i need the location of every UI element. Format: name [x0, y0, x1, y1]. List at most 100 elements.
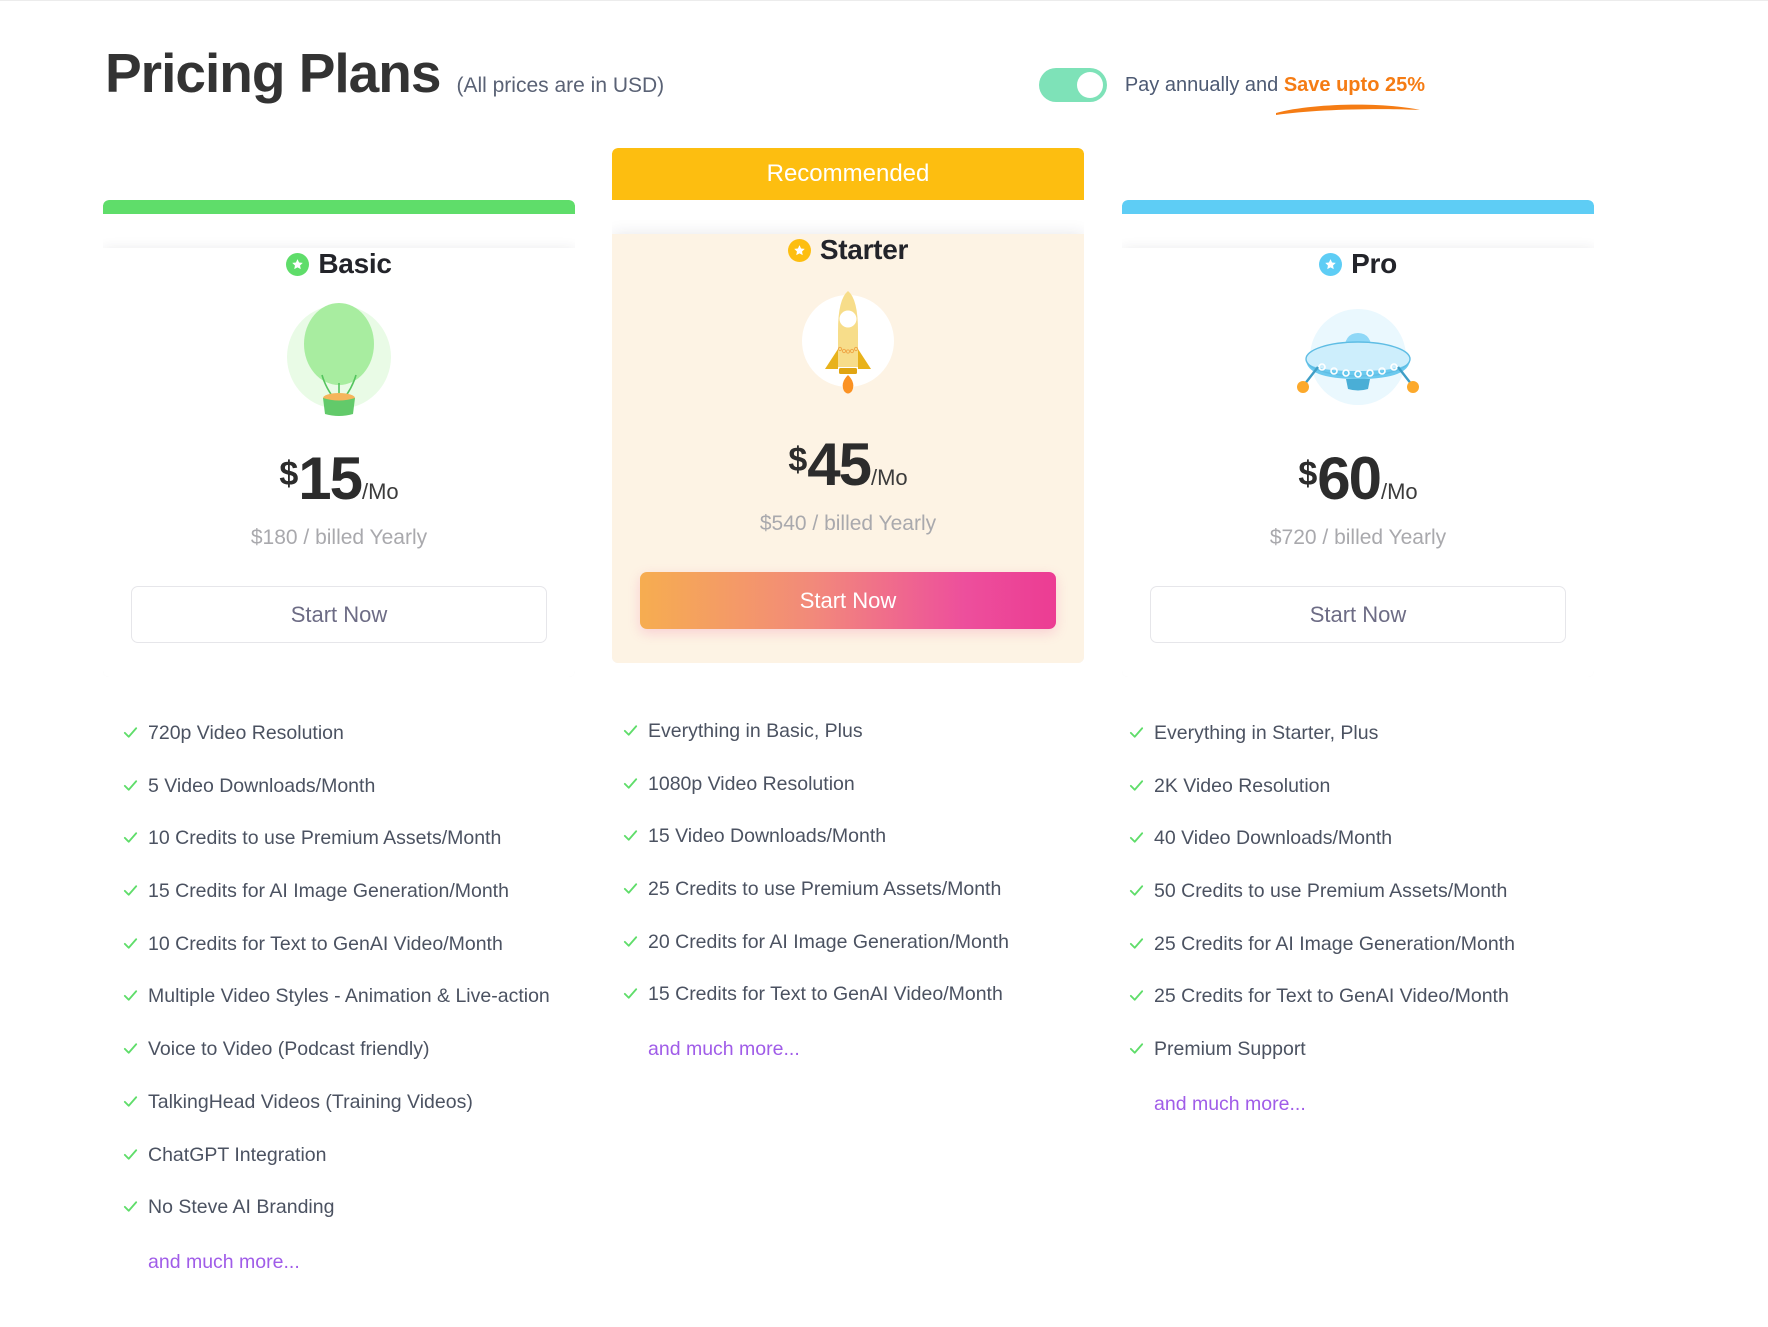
- feature-item: 5 Video Downloads/Month: [122, 773, 567, 801]
- feature-item: Everything in Basic, Plus: [622, 718, 1067, 746]
- underline-swoosh-icon: [1275, 104, 1420, 115]
- feature-item: Premium Support: [1128, 1036, 1573, 1064]
- feature-item: 15 Credits for Text to GenAI Video/Month: [622, 981, 1067, 1009]
- check-icon: [1128, 829, 1145, 846]
- plan-name: Basic: [318, 248, 392, 279]
- feature-label: Multiple Video Styles - Animation & Live…: [148, 985, 550, 1008]
- feature-label: 25 Credits to use Premium Assets/Month: [648, 878, 1002, 901]
- feature-item: 2K Video Resolution: [1128, 773, 1573, 801]
- card-body: Starter: [612, 234, 1084, 663]
- check-icon: [122, 1198, 139, 1215]
- feature-item: 1080p Video Resolution: [622, 771, 1067, 799]
- price-currency: $: [1298, 455, 1318, 493]
- feature-label: 720p Video Resolution: [148, 722, 344, 744]
- billing-label: Pay annually and Save upto 25%: [1124, 73, 1425, 115]
- price-amount: 60: [1317, 445, 1382, 512]
- check-icon: [622, 775, 639, 792]
- feature-label: 25 Credits for Text to GenAI Video/Month: [1154, 985, 1509, 1008]
- feature-item: 10 Credits for Text to GenAI Video/Month: [122, 931, 567, 959]
- check-icon: [122, 1040, 139, 1057]
- plan-name-row: Pro: [1150, 248, 1566, 280]
- plan-card-basic[interactable]: Basic $ 15 /Mo: [103, 200, 575, 677]
- card-body: Basic $ 15 /Mo: [103, 248, 575, 677]
- feature-label: 10 Credits to use Premium Assets/Month: [148, 827, 502, 850]
- check-icon: [622, 722, 639, 739]
- feature-item: 25 Credits for Text to GenAI Video/Month: [1128, 983, 1573, 1011]
- price-amount: 15: [298, 445, 363, 512]
- feature-item: TalkingHead Videos (Training Videos): [122, 1089, 567, 1117]
- feature-list-starter: Everything in Basic, Plus 1080p Video Res…: [622, 718, 1067, 1061]
- price-period: /Mo: [1380, 479, 1418, 504]
- and-much-more-link[interactable]: and much more...: [648, 1038, 800, 1061]
- feature-item: 50 Credits to use Premium Assets/Month: [1128, 878, 1573, 906]
- top-divider: [0, 0, 1768, 1]
- plan-card-starter[interactable]: Recommended Starter: [612, 148, 1084, 663]
- feature-item: 40 Video Downloads/Month: [1128, 825, 1573, 853]
- check-icon: [122, 987, 139, 1004]
- and-much-more-link[interactable]: and much more...: [1154, 1092, 1306, 1115]
- start-now-button[interactable]: Start Now: [1150, 586, 1566, 643]
- star-badge-icon: [1319, 252, 1343, 276]
- feature-item: Multiple Video Styles - Animation & Live…: [122, 983, 567, 1011]
- page-title-note: (All prices are in USD): [456, 74, 665, 97]
- toggle-knob: [1076, 72, 1103, 98]
- feature-label: 15 Credits for Text to GenAI Video/Month: [648, 983, 1003, 1006]
- start-now-button[interactable]: Start Now: [131, 586, 547, 643]
- feature-item: 15 Credits for AI Image Generation/Month: [122, 878, 567, 906]
- price-period: /Mo: [870, 465, 908, 490]
- card-accent-bar: [1122, 200, 1594, 214]
- feature-item: Voice to Video (Podcast friendly): [122, 1036, 567, 1064]
- price-period: /Mo: [361, 479, 399, 504]
- price-row: $ 15 /Mo: [131, 444, 547, 513]
- check-icon: [122, 777, 139, 794]
- feature-label: Everything in Starter, Plus: [1154, 722, 1379, 744]
- check-icon: [1128, 882, 1145, 899]
- feature-label: Premium Support: [1154, 1038, 1306, 1061]
- feature-item: ChatGPT Integration: [122, 1142, 567, 1170]
- check-icon: [1128, 777, 1145, 794]
- feature-label: 20 Credits for AI Image Generation/Month: [648, 930, 1009, 953]
- price-row: $ 45 /Mo: [640, 430, 1056, 499]
- ufo-illustration: [1150, 296, 1566, 426]
- price-row: $ 60 /Mo: [1150, 444, 1566, 513]
- star-badge-icon: [787, 238, 811, 262]
- billing-toggle-group: Pay annually and Save upto 25%: [1038, 68, 1425, 115]
- page-title: Pricing Plans: [105, 42, 441, 104]
- check-icon: [122, 1146, 139, 1163]
- feature-label: 40 Video Downloads/Month: [1154, 827, 1393, 850]
- feature-label: No Steve AI Branding: [148, 1196, 335, 1219]
- feature-label: Everything in Basic, Plus: [648, 720, 863, 742]
- check-icon: [622, 880, 639, 897]
- check-icon: [122, 935, 139, 952]
- billed-yearly-text: $720 / billed Yearly: [1269, 526, 1447, 549]
- feature-item: 20 Credits for AI Image Generation/Month: [622, 929, 1067, 957]
- check-icon: [622, 985, 639, 1002]
- plan-name-row: Basic: [131, 248, 547, 280]
- feature-label: 1080p Video Resolution: [648, 772, 855, 795]
- billing-label-prefix: Pay annually and: [1124, 73, 1284, 96]
- check-icon: [1128, 1040, 1145, 1057]
- check-icon: [1128, 935, 1145, 952]
- annual-billing-toggle[interactable]: [1038, 68, 1107, 102]
- feature-item: 10 Credits to use Premium Assets/Month: [122, 825, 567, 853]
- billing-save-text: Save upto 25%: [1283, 73, 1425, 96]
- price-currency: $: [279, 455, 299, 493]
- feature-label: 10 Credits for Text to GenAI Video/Month: [148, 932, 503, 955]
- start-now-button[interactable]: Start Now: [640, 572, 1056, 629]
- feature-label: 15 Video Downloads/Month: [648, 825, 887, 848]
- star-badge-icon: [286, 252, 310, 276]
- hot-air-balloon-illustration: [131, 296, 547, 426]
- feature-label: 2K Video Resolution: [1154, 774, 1331, 797]
- feature-list-basic: 720p Video Resolution 5 Video Downloads/M…: [122, 720, 567, 1274]
- plan-name: Starter: [819, 234, 909, 265]
- feature-label: 15 Credits for AI Image Generation/Month: [148, 880, 509, 903]
- check-icon: [622, 827, 639, 844]
- and-much-more-link[interactable]: and much more...: [148, 1250, 300, 1273]
- feature-item: 15 Video Downloads/Month: [622, 823, 1067, 851]
- feature-item: 25 Credits to use Premium Assets/Month: [622, 876, 1067, 904]
- plan-card-pro[interactable]: Pro: [1122, 200, 1594, 677]
- check-icon: [122, 882, 139, 899]
- feature-label: ChatGPT Integration: [148, 1143, 327, 1166]
- feature-item: Everything in Starter, Plus: [1128, 720, 1573, 748]
